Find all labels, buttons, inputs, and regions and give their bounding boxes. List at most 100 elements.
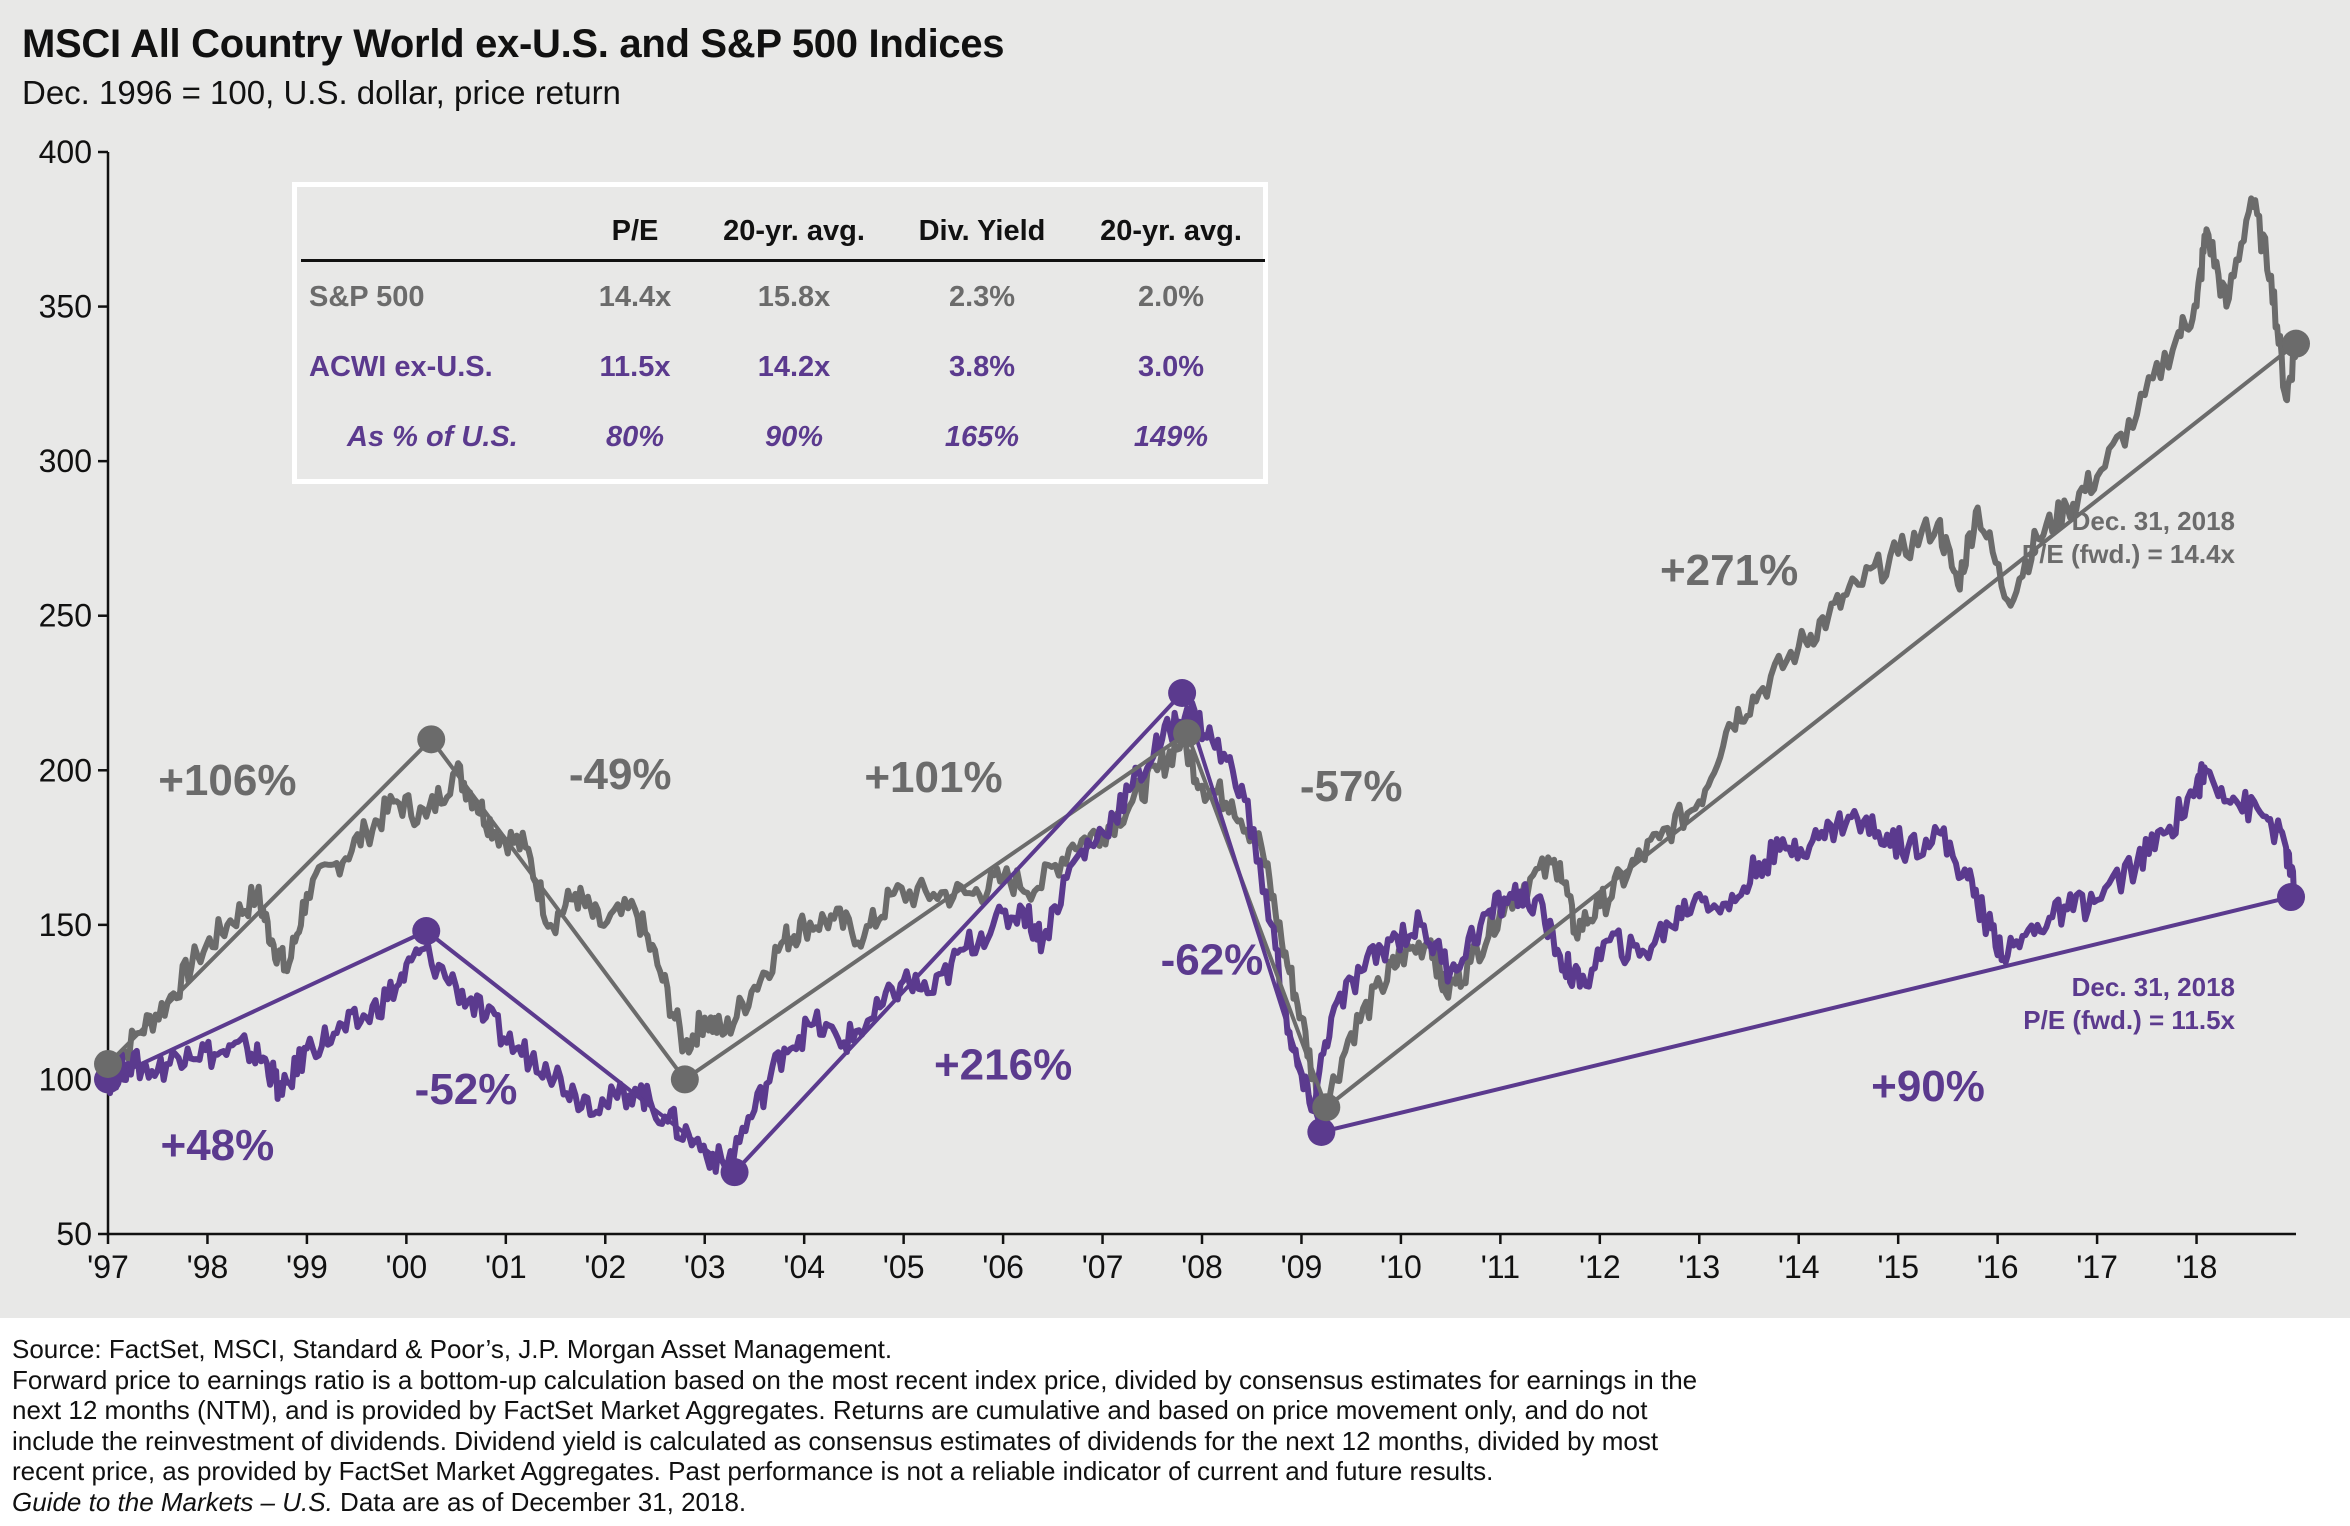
y-tick-label: 50: [56, 1216, 92, 1252]
footer-note-line: recent price, as provided by FactSet Mar…: [12, 1456, 1494, 1486]
chart-subtitle: Dec. 1996 = 100, U.S. dollar, price retu…: [22, 74, 621, 111]
return-annotation: -57%: [1300, 762, 1403, 811]
x-tick-label: '02: [584, 1249, 626, 1285]
table-header-row: P/E 20-yr. avg. Div. Yield 20-yr. avg.: [301, 203, 1265, 262]
chart-panel: MSCI All Country World ex-U.S. and S&P 5…: [0, 0, 2350, 1318]
table-cell: 11.5x: [599, 350, 671, 383]
x-tick-label: '97: [87, 1249, 129, 1285]
sp500-marker: [670, 1065, 699, 1094]
return-annotation: +90%: [1871, 1062, 1985, 1111]
sp500-marker: [417, 725, 446, 754]
acwi-line: [105, 699, 2299, 1175]
acwi-marker: [1168, 679, 1197, 707]
x-tick-label: '12: [1579, 1249, 1621, 1285]
acwi-trend-line: [107, 689, 2292, 1175]
table-cell: 2.3%: [948, 280, 1016, 313]
table-cell: 2.0%: [1137, 280, 1205, 313]
table-cell: 90%: [764, 420, 824, 453]
sp500-marker: [2282, 329, 2310, 358]
x-tick-label: '01: [485, 1249, 527, 1285]
table-row: S&P 500 14.4x 15.8x 2.3% 2.0%: [301, 261, 1265, 333]
x-tick-label: '05: [883, 1249, 925, 1285]
annotations: +106% -49% +101% -57% +271% +48% -52% +216% -62%…: [158, 506, 2235, 1170]
row-label: ACWI ex-U.S.: [309, 350, 493, 383]
table-header-div-yield: Div. Yield: [887, 203, 1077, 262]
x-tick-label: '11: [1481, 1249, 1520, 1285]
x-tick-label: '06: [982, 1249, 1024, 1285]
end-label: Dec. 31, 2018: [2072, 506, 2235, 536]
sp500-marker: [1312, 1093, 1341, 1122]
valuation-table: P/E 20-yr. avg. Div. Yield 20-yr. avg. S…: [292, 182, 1268, 484]
sp500-marker: [94, 1049, 122, 1078]
table-cell: 3.0%: [1137, 350, 1205, 383]
table-header-blank: [301, 203, 569, 262]
y-tick-label: 150: [39, 907, 92, 943]
table-cell: 165%: [944, 420, 1020, 453]
line-chart: 50 100 150 200 250 300 350 400 '97 '98 '99 '00 '01 '0…: [39, 134, 2310, 1285]
end-label: Dec. 31, 2018: [2072, 972, 2235, 1002]
table-row: As % of U.S. 80% 90% 165% 149%: [301, 402, 1265, 472]
row-label: S&P 500: [309, 280, 425, 313]
return-annotation: +271%: [1660, 546, 1798, 595]
end-label: P/E (fwd.) = 14.4x: [2022, 539, 2236, 569]
row-label: As % of U.S.: [347, 420, 518, 453]
x-tick-label: '00: [386, 1249, 428, 1285]
sp500-trend-line: [106, 342, 2298, 1111]
acwi-marker: [2277, 883, 2306, 912]
sp500-line: [105, 195, 2299, 1120]
x-tick-label: '09: [1281, 1249, 1323, 1285]
footer-note-line: Forward price to earnings ratio is a bot…: [12, 1364, 1698, 1395]
footer-guide-rest: Data are as of December 31, 2018.: [332, 1486, 747, 1517]
x-tick-label: '10: [1380, 1249, 1422, 1285]
return-annotation: +216%: [934, 1040, 1072, 1089]
table-cell: 14.2x: [757, 350, 831, 383]
acwi-marker: [1307, 1117, 1336, 1146]
return-annotation: -49%: [569, 750, 672, 799]
x-tick-label: '15: [1877, 1249, 1919, 1285]
footer: Source: FactSet, MSCI, Standard & Poor’s…: [12, 1334, 2332, 1517]
x-tick-label: '99: [286, 1249, 328, 1285]
return-annotation: -52%: [415, 1065, 518, 1114]
x-tick-label: '17: [2076, 1249, 2118, 1285]
x-tick-label: '14: [1778, 1249, 1820, 1285]
table-cell: 3.8%: [948, 350, 1016, 383]
table-header-pe: P/E: [569, 203, 701, 262]
markers: [94, 329, 2310, 1187]
table-header-pe-avg: 20-yr. avg.: [701, 203, 887, 262]
x-tick-label: '18: [2176, 1249, 2218, 1285]
x-tick-label: '13: [1678, 1249, 1720, 1285]
y-tick-label: 350: [39, 289, 92, 325]
table-cell: 80%: [605, 420, 665, 453]
x-tick-label: '98: [187, 1249, 229, 1285]
x-tick-label: '04: [783, 1249, 825, 1285]
return-annotation: -62%: [1161, 935, 1264, 984]
table-row: ACWI ex-U.S. 11.5x 14.2x 3.8% 3.0%: [301, 332, 1265, 402]
acwi-marker: [412, 917, 441, 946]
table-cell: 14.4x: [598, 280, 672, 313]
chart-title: MSCI All Country World ex-U.S. and S&P 5…: [22, 22, 1005, 66]
return-annotation: +48%: [161, 1121, 275, 1170]
footer-note-line: next 12 months (NTM), and is provided by…: [12, 1395, 1648, 1425]
y-tick-label: 300: [39, 443, 92, 479]
y-tick-label: 400: [39, 134, 92, 170]
trend-lines: [106, 342, 2298, 1175]
table-cell: 149%: [1133, 420, 1209, 453]
acwi-marker: [720, 1158, 749, 1187]
return-annotation: +101%: [864, 753, 1002, 802]
x-tick-label: '08: [1181, 1249, 1223, 1285]
axes: 50 100 150 200 250 300 350 400 '97 '98 '99 '00 '01 '0…: [39, 134, 2296, 1285]
y-tick-label: 200: [39, 752, 92, 788]
x-tick-label: '07: [1082, 1249, 1124, 1285]
table-header-div-avg: 20-yr. avg.: [1077, 203, 1265, 262]
x-tick-label: '03: [684, 1249, 726, 1285]
footer-note-line: include the reinvestment of dividends. D…: [12, 1425, 1659, 1456]
sp500-marker: [1173, 719, 1202, 748]
y-tick-label: 250: [39, 598, 92, 634]
y-tick-label: 100: [39, 1061, 92, 1097]
return-annotation: +106%: [158, 756, 296, 805]
table-cell: 15.8x: [757, 280, 831, 313]
x-tick-label: '16: [1977, 1249, 2019, 1285]
footer-source: Source: FactSet, MSCI, Standard & Poor’s…: [12, 1334, 893, 1364]
end-label: P/E (fwd.) = 11.5x: [2023, 1005, 2235, 1035]
valuation-table-grid: P/E 20-yr. avg. Div. Yield 20-yr. avg. S…: [301, 203, 1265, 472]
